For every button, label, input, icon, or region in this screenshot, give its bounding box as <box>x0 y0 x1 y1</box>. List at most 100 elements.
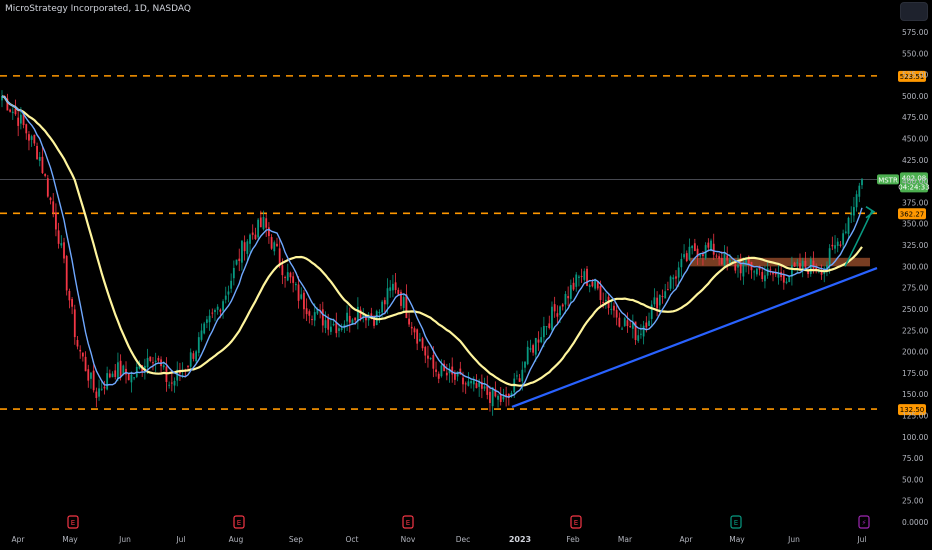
candle-body <box>807 270 809 275</box>
candle-body <box>143 365 146 370</box>
candle-body <box>451 366 454 375</box>
candle-body <box>294 283 297 286</box>
candle-body <box>216 306 219 310</box>
candle-body <box>359 309 362 319</box>
candle-body <box>588 285 591 287</box>
earnings-event-icon[interactable] <box>730 515 742 529</box>
candle-body <box>545 326 548 328</box>
candle-body <box>472 379 475 385</box>
price-tick-label: 325.00 <box>902 241 928 250</box>
candle-body <box>276 243 278 247</box>
level-tag-label: 362.27 <box>900 210 925 218</box>
candle-body <box>68 290 71 301</box>
candle-body <box>664 291 667 299</box>
candle-body <box>551 306 553 330</box>
rising-trendline[interactable] <box>511 267 878 408</box>
candle-body <box>599 285 602 301</box>
candle-body <box>192 353 195 359</box>
price-tick-label: 200.00 <box>902 348 928 357</box>
candle-body <box>456 371 459 377</box>
candle-body <box>308 311 311 316</box>
moving-average-slow[interactable] <box>1 95 863 387</box>
candle-body <box>378 311 381 314</box>
candle-body <box>303 292 305 310</box>
candle-body <box>521 369 524 382</box>
candle-body <box>146 357 149 368</box>
price-tick-label: 425.00 <box>902 156 928 165</box>
candle-body <box>392 283 394 291</box>
candle-body <box>173 380 176 386</box>
earnings-event-icon[interactable] <box>233 515 245 529</box>
candle-body <box>483 386 486 389</box>
candle-body <box>327 318 330 330</box>
candle-body <box>648 320 650 326</box>
candle-body <box>764 275 766 282</box>
candle-body <box>402 296 405 308</box>
candle-body <box>127 373 130 381</box>
current-price-label: 402.08 <box>902 174 927 182</box>
candle-body <box>534 337 537 355</box>
candle-body <box>470 381 472 384</box>
time-tick-label: Jun <box>787 535 800 544</box>
price-tick-label: 100.00 <box>902 433 928 442</box>
candle-body <box>57 230 60 244</box>
candle-body <box>246 241 249 254</box>
candle-body <box>596 281 599 289</box>
level-tag <box>898 208 926 220</box>
candle-body <box>645 322 648 328</box>
candle-body <box>152 362 154 364</box>
candle-body <box>179 371 181 374</box>
candle-body <box>634 321 637 341</box>
candle-body <box>79 349 82 352</box>
candle-body <box>685 253 688 262</box>
candle-body <box>448 368 451 374</box>
arrow-head <box>865 206 876 219</box>
candle-body <box>273 242 276 252</box>
candle-body <box>63 242 65 259</box>
candle-body <box>650 304 653 319</box>
candle-body <box>351 319 354 325</box>
candle-body <box>696 248 699 258</box>
candle-body <box>187 366 189 368</box>
candles <box>1 90 863 416</box>
earnings-event-icon[interactable] <box>570 515 582 529</box>
candle-body <box>19 114 22 124</box>
event-glyph: E <box>574 519 578 527</box>
candle-body <box>675 276 677 279</box>
earnings-event-icon[interactable] <box>402 515 414 529</box>
candle-body <box>745 257 747 265</box>
candle-body <box>575 274 578 287</box>
candle-body <box>297 284 300 301</box>
candle-body <box>836 241 839 246</box>
candle-body <box>265 218 268 228</box>
candle-body <box>718 256 721 259</box>
split-event-icon[interactable] <box>858 515 870 529</box>
candle-body <box>774 272 777 275</box>
time-axis: Apr May Jun Jul Aug Sep Oct Nov Dec 2023 Feb Mar Apr… <box>12 535 867 544</box>
candle-body <box>812 260 815 270</box>
moving-average-fast[interactable] <box>1 95 863 398</box>
price-tick-label: 450.00 <box>902 135 928 144</box>
candle-body <box>189 352 192 367</box>
candle-body <box>642 325 645 337</box>
candle-body <box>235 259 238 265</box>
time-tick-label: Apr <box>680 535 694 544</box>
candle-body <box>788 276 791 282</box>
level-tag <box>898 404 926 416</box>
candle-body <box>122 365 125 375</box>
candle-body <box>38 157 41 161</box>
projection-arrows <box>844 206 876 267</box>
candle-body <box>777 272 780 278</box>
candle-body <box>33 134 36 144</box>
candle-body <box>755 268 758 275</box>
earnings-event-icon[interactable] <box>67 515 79 529</box>
candle-body <box>214 310 216 313</box>
time-tick-label: May <box>62 535 78 544</box>
toolbar-button[interactable] <box>900 2 928 21</box>
candle-body <box>831 244 834 247</box>
event-glyph: E <box>406 519 410 527</box>
candle-body <box>691 245 694 249</box>
candle-body <box>162 365 165 368</box>
candle-body <box>850 213 853 216</box>
